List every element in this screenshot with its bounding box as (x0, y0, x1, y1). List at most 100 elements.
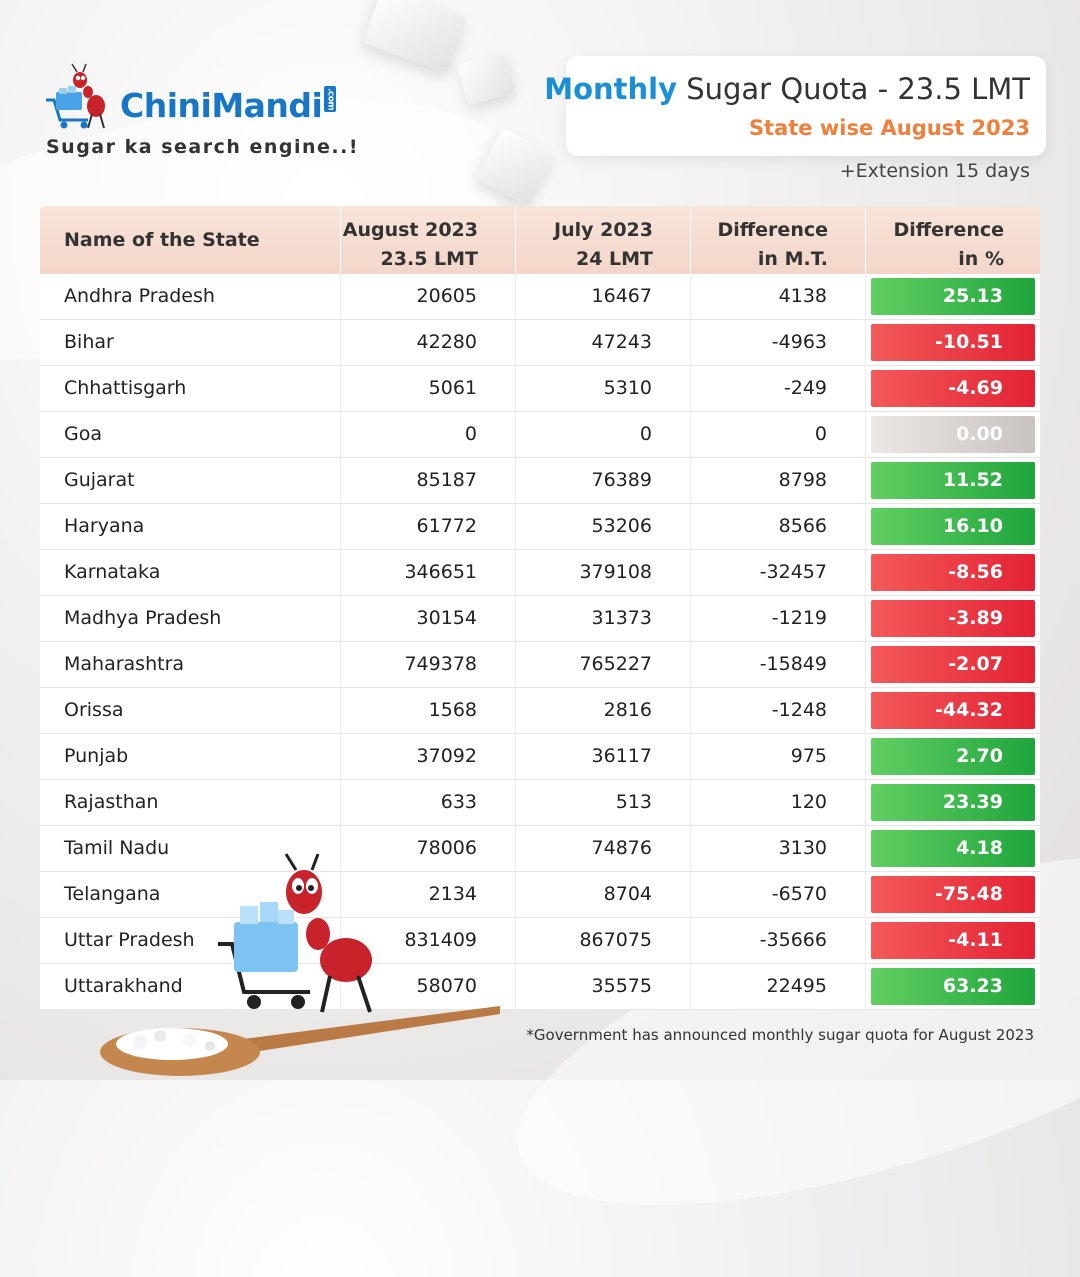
sugar-cube (457, 52, 515, 106)
diff-pct-cell: -8.56 (865, 550, 1040, 595)
domain-badge: .com (324, 86, 337, 113)
table-row: Rajasthan 633 513 120 23.39 (40, 780, 1040, 826)
diff-pct-cell: 4.18 (865, 826, 1040, 871)
state-cell: Bihar (64, 331, 114, 353)
diff-pct-badge: -75.48 (871, 876, 1035, 913)
august-cell: 37092 (340, 734, 515, 779)
state-cell: Gujarat (64, 469, 135, 491)
table-body: Andhra Pradesh 20605 16467 4138 25.13 Bihar 42… (40, 274, 1040, 1010)
table-header: Name of the State August 2023 23.5 LMT Ju… (40, 206, 1040, 274)
august-cell: 42280 (340, 320, 515, 365)
state-cell: Karnataka (64, 561, 161, 583)
table-row: Chhattisgarh 5061 5310 -249 -4.69 (40, 366, 1040, 412)
footnote: *Government has announced monthly sugar … (526, 1026, 1034, 1044)
august-cell: 5061 (340, 366, 515, 411)
table-row: Haryana 61772 53206 8566 16.10 (40, 504, 1040, 550)
diff-pct-cell: -10.51 (865, 320, 1040, 365)
july-cell: 379108 (515, 550, 690, 595)
august-cell: 58070 (340, 964, 515, 1009)
august-cell: 61772 (340, 504, 515, 549)
diff-mt-cell: 120 (690, 780, 865, 825)
july-cell: 76389 (515, 458, 690, 503)
diff-mt-cell: -249 (690, 366, 865, 411)
state-cell: Orissa (64, 699, 124, 721)
state-cell: Rajasthan (64, 791, 159, 813)
august-cell: 0 (340, 412, 515, 457)
july-cell: 47243 (515, 320, 690, 365)
july-cell: 0 (515, 412, 690, 457)
header-diff-pct: Difference in % (865, 206, 1040, 274)
july-cell: 74876 (515, 826, 690, 871)
diff-pct-badge: 16.10 (871, 508, 1035, 545)
table-row: Uttarakhand 58070 35575 22495 63.23 (40, 964, 1040, 1010)
diff-pct-cell: -44.32 (865, 688, 1040, 733)
july-cell: 513 (515, 780, 690, 825)
diff-mt-cell: -1248 (690, 688, 865, 733)
sugar-cube (362, 0, 468, 74)
table-row: Karnataka 346651 379108 -32457 -8.56 (40, 550, 1040, 596)
july-cell: 36117 (515, 734, 690, 779)
diff-pct-badge: 2.70 (871, 738, 1035, 775)
diff-mt-cell: -6570 (690, 872, 865, 917)
july-cell: 2816 (515, 688, 690, 733)
diff-pct-badge: 63.23 (871, 968, 1035, 1005)
diff-pct-cell: 11.52 (865, 458, 1040, 503)
july-cell: 35575 (515, 964, 690, 1009)
july-cell: 765227 (515, 642, 690, 687)
diff-mt-cell: -32457 (690, 550, 865, 595)
august-cell: 20605 (340, 274, 515, 319)
august-cell: 749378 (340, 642, 515, 687)
header-july: July 2023 24 LMT (515, 206, 690, 274)
diff-pct-badge: 4.18 (871, 830, 1035, 867)
july-cell: 867075 (515, 918, 690, 963)
diff-mt-cell: 4138 (690, 274, 865, 319)
august-cell: 1568 (340, 688, 515, 733)
july-cell: 53206 (515, 504, 690, 549)
header-diff-mt: Difference in M.T. (690, 206, 865, 274)
extension-note: +Extension 15 days (839, 160, 1030, 182)
diff-pct-badge: 11.52 (871, 462, 1035, 499)
state-cell: Goa (64, 423, 102, 445)
august-cell: 78006 (340, 826, 515, 871)
title-rest: Sugar Quota - 23.5 LMT (686, 72, 1030, 106)
diff-pct-badge: -8.56 (871, 554, 1035, 591)
diff-mt-cell: 0 (690, 412, 865, 457)
diff-mt-cell: -35666 (690, 918, 865, 963)
brand-name: ChiniMandi .com (120, 86, 337, 125)
diff-pct-badge: -3.89 (871, 600, 1035, 637)
diff-mt-cell: 975 (690, 734, 865, 779)
diff-pct-badge: -4.11 (871, 922, 1035, 959)
diff-mt-cell: -1219 (690, 596, 865, 641)
header-state: Name of the State (64, 229, 260, 251)
august-cell: 85187 (340, 458, 515, 503)
ant-mascot-icon (218, 853, 372, 1013)
diff-pct-badge: 0.00 (871, 416, 1035, 453)
state-cell: Chhattisgarh (64, 377, 187, 399)
state-cell: Madhya Pradesh (64, 607, 222, 629)
table-row: Andhra Pradesh 20605 16467 4138 25.13 (40, 274, 1040, 320)
diff-pct-cell: 25.13 (865, 274, 1040, 319)
diff-mt-cell: 22495 (690, 964, 865, 1009)
july-cell: 16467 (515, 274, 690, 319)
diff-pct-cell: 63.23 (865, 964, 1040, 1009)
diff-mt-cell: 3130 (690, 826, 865, 871)
diff-pct-badge: -2.07 (871, 646, 1035, 683)
title-accent: Monthly (544, 72, 677, 106)
diff-pct-badge: 25.13 (871, 278, 1035, 315)
august-cell: 633 (340, 780, 515, 825)
diff-mt-cell: -4963 (690, 320, 865, 365)
ant-cart-logo-icon (46, 63, 105, 129)
table-row: Bihar 42280 47243 -4963 -10.51 (40, 320, 1040, 366)
brand-tagline: Sugar ka search engine..! (46, 136, 360, 158)
diff-pct-cell: -4.69 (865, 366, 1040, 411)
table-row: Telangana 2134 8704 -6570 -75.48 (40, 872, 1040, 918)
diff-pct-cell: -3.89 (865, 596, 1040, 641)
diff-pct-badge: 23.39 (871, 784, 1035, 821)
state-cell: Punjab (64, 745, 129, 767)
diff-pct-badge: -10.51 (871, 324, 1035, 361)
state-cell: Telangana (64, 883, 161, 905)
august-cell: 346651 (340, 550, 515, 595)
state-cell: Haryana (64, 515, 145, 537)
diff-mt-cell: 8566 (690, 504, 865, 549)
july-cell: 5310 (515, 366, 690, 411)
